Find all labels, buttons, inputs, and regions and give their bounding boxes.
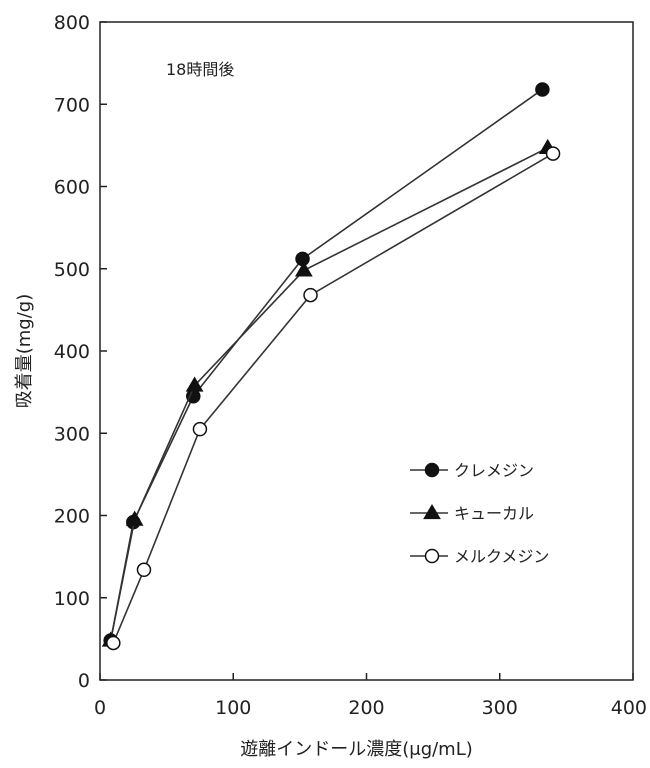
y-tick-label: 0	[78, 670, 90, 692]
y-tick-label: 700	[54, 94, 90, 116]
data-point	[136, 562, 152, 578]
x-axis-ticks: 0 100 200 300 400	[94, 673, 647, 719]
y-axis-label: 吸着量(mg/g)	[14, 294, 35, 409]
series-line	[109, 147, 549, 641]
data-point	[303, 287, 318, 303]
data-point	[186, 388, 201, 404]
plot-area-frame	[99, 21, 634, 681]
legend-marker	[423, 504, 441, 520]
x-tick-label: 200	[348, 697, 384, 719]
series-line	[112, 152, 554, 644]
legend-item: メルクメジン	[410, 547, 549, 566]
y-tick-label: 500	[54, 259, 90, 281]
data-point	[545, 146, 561, 161]
legend-item: クレメジン	[410, 461, 534, 480]
legend-label: キューカル	[454, 504, 534, 523]
x-axis-label: 遊離インドール濃度(μg/mL)	[240, 739, 473, 760]
y-tick-label: 300	[54, 423, 90, 445]
y-axis-ticks: 0 100 200 300 400 500 600 700 800	[54, 12, 107, 692]
data-point	[535, 82, 550, 97]
x-tick-label: 300	[482, 697, 518, 719]
data-point	[192, 421, 208, 437]
series-3	[106, 146, 561, 651]
x-tick-label: 400	[611, 697, 647, 719]
data-point	[294, 261, 313, 277]
y-tick-label: 100	[54, 588, 90, 610]
x-tick-label: 100	[215, 697, 251, 719]
data-point	[106, 635, 121, 651]
y-tick-label: 200	[54, 506, 90, 528]
series-layer	[101, 82, 561, 651]
legend-label: クレメジン	[454, 461, 534, 480]
series-2	[101, 138, 557, 647]
data-point	[295, 251, 310, 267]
legend-marker	[424, 548, 440, 564]
x-tick-label: 0	[94, 697, 106, 719]
y-tick-label: 800	[54, 12, 90, 34]
legend-item: キューカル	[410, 504, 534, 523]
legend-marker	[424, 462, 440, 478]
data-point	[125, 510, 144, 526]
y-tick-label: 600	[54, 177, 90, 199]
data-point	[185, 376, 204, 392]
chart-annotation: 18時間後	[166, 60, 234, 79]
legend-label: メルクメジン	[454, 547, 549, 566]
y-tick-label: 400	[54, 341, 90, 363]
